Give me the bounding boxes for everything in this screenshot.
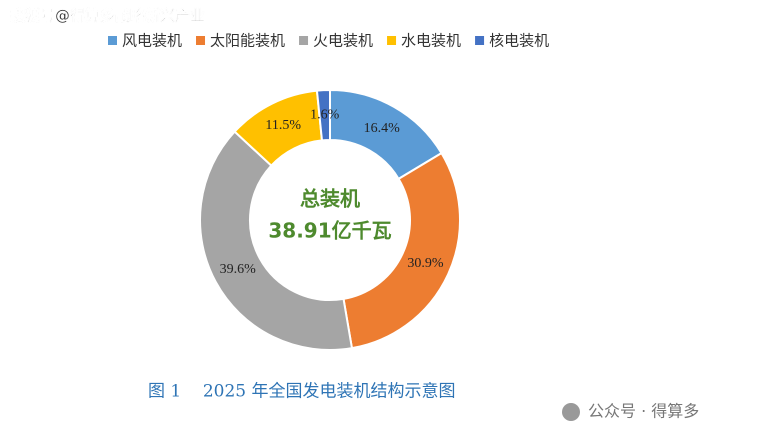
legend-swatch (475, 36, 485, 45)
center-value: 38.91亿千瓦 (268, 219, 391, 243)
footer: 公众号 · 得算多 (588, 402, 699, 421)
legend-swatch (387, 36, 397, 45)
legend-label: 太阳能装机 (210, 32, 285, 50)
data-label: 11.5% (265, 118, 301, 133)
data-label: 16.4% (364, 121, 401, 136)
legend-label: 火电装机 (313, 32, 373, 50)
legend: 风电装机 太阳能装机 火电装机 水电装机 核电装机 (108, 32, 549, 50)
data-label: 39.6% (220, 262, 257, 277)
footer-icon (562, 403, 580, 421)
donut-slice (199, 130, 354, 351)
donut: 16.4% 30.9% 39.6% 11.5% 1.6% (199, 88, 461, 351)
legend-swatch (108, 36, 117, 45)
center-title: 总装机 (300, 187, 360, 211)
legend-label: 风电装机 (122, 32, 182, 50)
legend-swatch (299, 36, 309, 45)
legend-swatch (196, 36, 206, 45)
donut-slice (315, 88, 331, 142)
legend-label: 核电装机 (489, 32, 549, 50)
donut-slice (342, 151, 461, 350)
legend-label: 水电装机 (401, 32, 461, 50)
caption: 图 1 2025 年全国发电装机结构示意图 (148, 382, 456, 402)
data-label: 1.6% (310, 107, 340, 122)
watermark: 搜狐号@得算多战略新兴产业 (10, 7, 205, 25)
data-label: 30.9% (407, 256, 444, 271)
